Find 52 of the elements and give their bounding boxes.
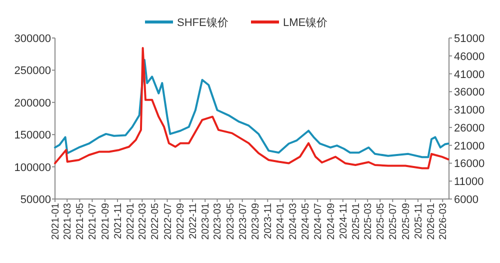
y2-tick-label: 11000 bbox=[454, 176, 484, 188]
x-tick-label: 2025-11 bbox=[413, 202, 424, 239]
x-tick-label: 2025-03 bbox=[363, 202, 374, 240]
y-tick-label: 200000 bbox=[14, 97, 51, 110]
x-tick-label: 2025-01 bbox=[350, 202, 362, 240]
x-tick-label: 2021-11 bbox=[113, 202, 124, 239]
x-tick-label: 2022-09 bbox=[176, 202, 187, 240]
x-tick-label: 2023-03 bbox=[212, 202, 224, 240]
x-tick-label: 2023-07 bbox=[238, 202, 249, 240]
y2-tick-label: 31000 bbox=[454, 104, 485, 117]
x-tick-label: 2021-09 bbox=[100, 202, 112, 240]
y2-tick-label: 46000 bbox=[454, 50, 485, 63]
line-series bbox=[54, 58, 450, 158]
x-tick-label: 2026-03 bbox=[438, 202, 450, 240]
x-tick-label: 2023-01 bbox=[200, 202, 212, 240]
y-tick-label: 250000 bbox=[14, 65, 51, 78]
x-tick-label: 2023-05 bbox=[225, 202, 236, 240]
x-tick-label: 2023-11 bbox=[263, 202, 274, 239]
x-tick-label: 2022-07 bbox=[162, 202, 174, 240]
x-tick-label: 2024-11 bbox=[338, 202, 350, 239]
y2-tick-label: 6000 bbox=[454, 194, 478, 206]
x-tick-label: 2022-01 bbox=[126, 202, 137, 240]
y2-tick-label: 51000 bbox=[454, 33, 485, 45]
x-tick-label: 2021-07 bbox=[88, 202, 99, 240]
x-tick-label: 2022-11 bbox=[188, 202, 200, 239]
x-tick-label: 2022-05 bbox=[150, 202, 162, 240]
x-tick-label: 2025-05 bbox=[376, 202, 387, 240]
x-tick-label: 2024-03 bbox=[288, 202, 300, 240]
x-tick-label: 2024-07 bbox=[313, 202, 324, 240]
line-series bbox=[54, 47, 450, 170]
y2-tick-label: 26000 bbox=[454, 122, 485, 134]
x-tick-label: 2023-09 bbox=[250, 202, 262, 240]
y-tick-label: 50000 bbox=[20, 194, 51, 206]
y-tick-label: 100000 bbox=[14, 162, 51, 174]
legend-label: LME镍价 bbox=[283, 17, 328, 29]
x-tick-label: 2026-01 bbox=[426, 202, 437, 240]
x-tick-label: 2024-09 bbox=[326, 202, 337, 240]
x-tick-label: 2021-03 bbox=[62, 202, 74, 240]
y-tick-label: 150000 bbox=[14, 130, 51, 142]
y2-tick-label: 21000 bbox=[454, 140, 485, 152]
x-tick-label: 2022-03 bbox=[138, 202, 149, 240]
legend-label: SHFE镍价 bbox=[177, 17, 228, 29]
y2-tick-label: 16000 bbox=[454, 158, 485, 170]
x-tick-label: 2025-09 bbox=[400, 202, 412, 240]
x-tick-label: 2024-05 bbox=[300, 202, 312, 240]
y2-tick-label: 36000 bbox=[454, 86, 485, 99]
x-tick-label: 2021-05 bbox=[75, 202, 86, 240]
y-tick-label: 300000 bbox=[14, 33, 51, 45]
x-tick-label: 2021-01 bbox=[50, 202, 62, 240]
y2-tick-label: 41000 bbox=[454, 68, 485, 81]
x-tick-label: 2024-01 bbox=[276, 202, 287, 240]
x-tick-label: 2025-07 bbox=[388, 202, 400, 240]
